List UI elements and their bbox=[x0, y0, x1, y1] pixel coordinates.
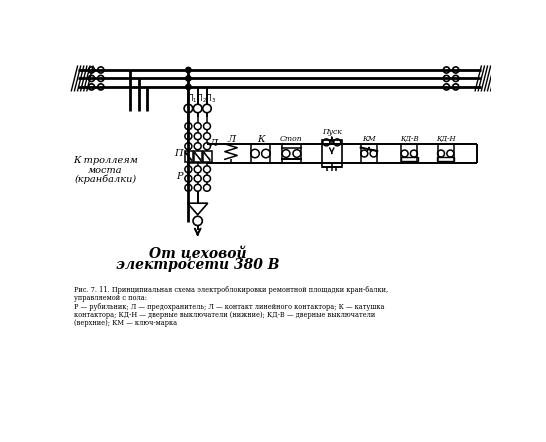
Text: Рис. 7. 11. Принципиальная схема электроблокировки ремонтной площадки кран-балки: Рис. 7. 11. Принципиальная схема электро… bbox=[74, 286, 389, 293]
Text: управляемой с пола:: управляемой с пола: bbox=[74, 294, 147, 302]
Text: П: П bbox=[175, 149, 183, 158]
Text: электросети 380 В: электросети 380 В bbox=[116, 258, 280, 272]
Bar bbox=[185, 151, 193, 162]
Text: КМ: КМ bbox=[362, 135, 376, 143]
Text: КД-В: КД-В bbox=[400, 135, 419, 143]
Text: Р — рубильник; Л — предохранитель; Л — контакт линейного контактора; К — катушка: Р — рубильник; Л — предохранитель; Л — к… bbox=[74, 302, 385, 311]
Text: моста: моста bbox=[88, 166, 123, 175]
Bar bbox=[322, 140, 342, 167]
Text: К: К bbox=[257, 135, 264, 144]
Text: контактора; КД-Н — дверные выключатели (нижние); КД-В — дверные выключатели: контактора; КД-Н — дверные выключатели (… bbox=[74, 311, 376, 319]
Bar bbox=[194, 151, 203, 162]
Text: $\Pi_1 \Pi_2 \Pi_3$: $\Pi_1 \Pi_2 \Pi_3$ bbox=[187, 92, 217, 105]
Text: КД-Н: КД-Н bbox=[436, 135, 455, 143]
Bar bbox=[437, 157, 454, 161]
Circle shape bbox=[186, 84, 191, 90]
Bar bbox=[203, 151, 212, 162]
Text: От цеховой: От цеховой bbox=[149, 245, 246, 261]
Text: Л: Л bbox=[227, 135, 235, 144]
Text: Стоп: Стоп bbox=[280, 135, 303, 143]
Text: Р: Р bbox=[176, 172, 183, 181]
Circle shape bbox=[186, 67, 191, 72]
Text: Л: Л bbox=[209, 139, 217, 149]
Text: (верхние); КМ — ключ-марка: (верхние); КМ — ключ-марка bbox=[74, 320, 177, 328]
Bar bbox=[401, 157, 418, 161]
Text: Пуск: Пуск bbox=[322, 128, 342, 136]
Text: К троллеям: К троллеям bbox=[73, 156, 138, 165]
Circle shape bbox=[186, 76, 191, 81]
Text: (кранбалки): (кранбалки) bbox=[74, 175, 136, 184]
